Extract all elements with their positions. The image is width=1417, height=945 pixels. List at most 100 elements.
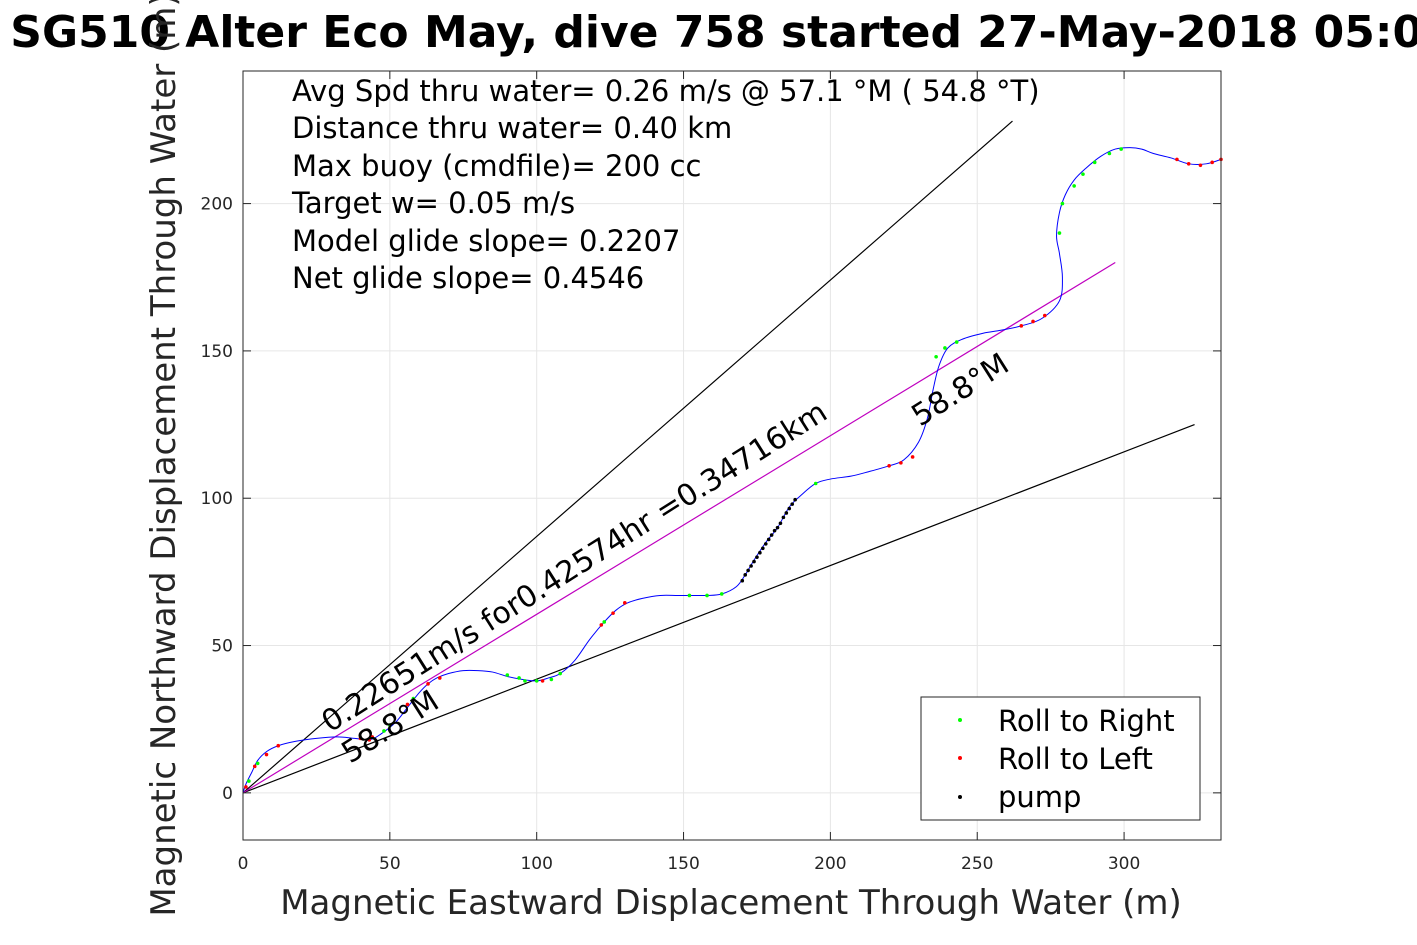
roll-right-marker xyxy=(954,340,959,344)
pump-marker xyxy=(763,542,768,546)
pump-marker xyxy=(740,578,745,583)
roll-right-marker xyxy=(1057,231,1062,235)
roll-left-marker xyxy=(623,601,627,605)
lower-bound-line xyxy=(242,424,1195,794)
roll-right-marker xyxy=(1092,160,1097,165)
stats-block: Avg Spd thru water= 0.26 m/s @ 57.1 °M (… xyxy=(291,74,1040,295)
y-axis-label: Magnetic Northward Displacement Through … xyxy=(144,0,184,917)
pump-marker xyxy=(778,521,783,526)
y-tick-label: 200 xyxy=(201,195,233,215)
pump-marker xyxy=(769,533,774,537)
y-tick-label: 50 xyxy=(211,637,233,657)
stat-net-glide-slope: Net glide slope= 0.4546 xyxy=(292,261,644,295)
grid xyxy=(242,71,1221,840)
heading-line-line xyxy=(242,262,1116,794)
roll-left-marker xyxy=(599,623,604,627)
roll-right-marker xyxy=(505,673,510,677)
roll-left-marker xyxy=(1019,324,1024,328)
roll-left-marker xyxy=(540,679,545,683)
pump-marker xyxy=(772,528,777,533)
y-tick-label: 0 xyxy=(222,784,233,804)
roll-right-marker xyxy=(534,679,539,683)
roll-right-marker xyxy=(934,354,938,359)
pump-marker xyxy=(787,506,792,511)
roll-left-marker xyxy=(426,682,430,686)
marker-layer xyxy=(244,147,1223,789)
pump-marker xyxy=(752,559,756,564)
stat-distance: Distance thru water= 0.40 km xyxy=(292,111,732,145)
pump-marker xyxy=(793,497,797,502)
roll-left-marker xyxy=(1031,319,1035,324)
roll-right-marker xyxy=(719,592,724,596)
roll-right-marker xyxy=(382,729,386,733)
x-tick-label: 100 xyxy=(520,854,552,874)
roll-left-marker xyxy=(264,752,269,757)
roll-left-marker xyxy=(1186,162,1191,166)
pump-marker xyxy=(761,546,765,551)
stat-target-w: Target w= 0.05 m/s xyxy=(291,186,575,220)
roll-left-marker xyxy=(405,702,410,707)
roll-left-marker xyxy=(437,676,442,680)
pump-marker xyxy=(755,555,759,559)
legend-label-pump: pump xyxy=(998,780,1081,814)
stat-max-buoy: Max buoy (cmdfile)= 200 cc xyxy=(292,149,701,183)
roll-right-marker xyxy=(523,679,527,683)
x-axis-label: Magnetic Eastward Displacement Through W… xyxy=(280,883,1182,923)
roll-left-marker xyxy=(910,455,915,459)
pump-marker xyxy=(749,564,753,568)
roll-right-marker xyxy=(943,346,947,350)
pump-marker xyxy=(790,502,795,506)
x-tick-label: 300 xyxy=(1108,854,1140,874)
roll-left-marker xyxy=(1175,157,1179,162)
y-tick-label: 100 xyxy=(201,489,233,509)
roll-right-marker xyxy=(517,676,521,680)
pump-marker xyxy=(784,511,789,515)
pump-marker xyxy=(758,550,762,555)
roll-left-marker xyxy=(358,736,363,741)
axes-box xyxy=(242,70,1222,841)
roll-right-marker xyxy=(1072,184,1076,188)
roll-left-marker xyxy=(1210,160,1214,165)
roll-left-marker xyxy=(887,464,891,468)
roll-right-marker xyxy=(1081,172,1085,176)
roll-right-marker xyxy=(687,593,692,598)
x-tick-label: 200 xyxy=(814,854,846,874)
x-tick-label: 150 xyxy=(667,854,699,874)
roll-right-marker xyxy=(602,620,607,624)
tick-layer: 0 50 100 150 200 250 300 0 50 100 150 200 xyxy=(201,71,1221,874)
roll-left-marker xyxy=(1042,313,1047,318)
roll-left-marker xyxy=(1198,163,1203,168)
y-tick-label: 150 xyxy=(201,342,233,362)
roll-left-marker xyxy=(367,738,372,742)
roll-right-marker xyxy=(388,723,392,727)
roll-right-marker xyxy=(813,481,818,486)
stat-avg-speed: Avg Spd thru water= 0.26 m/s @ 57.1 °M (… xyxy=(292,74,1040,108)
legend-marker-pump xyxy=(958,795,962,799)
legend-label-roll-left: Roll to Left xyxy=(998,742,1153,776)
legend-box xyxy=(920,696,1201,821)
legend-marker-roll-left xyxy=(958,756,962,760)
roll-right-marker xyxy=(1119,147,1123,151)
pump-marker xyxy=(766,537,771,542)
roll-right-marker xyxy=(247,779,251,783)
x-tick-label: 50 xyxy=(379,854,401,874)
roll-left-marker xyxy=(244,785,248,789)
roll-right-marker xyxy=(705,593,709,598)
roll-left-marker xyxy=(611,611,615,615)
pump-marker xyxy=(775,525,780,530)
pump-marker xyxy=(743,573,748,577)
roll-right-marker xyxy=(411,696,416,701)
roll-left-marker xyxy=(899,461,903,465)
roll-left-marker xyxy=(276,743,281,748)
roll-right-marker xyxy=(1060,201,1065,206)
roll-right-marker xyxy=(549,677,554,682)
roll-right-marker xyxy=(255,761,260,766)
roll-right-marker xyxy=(558,671,562,676)
legend-marker-roll-right xyxy=(958,718,962,722)
legend: Roll to Right Roll to Left pump xyxy=(920,696,1201,821)
legend-label-roll-right: Roll to Right xyxy=(998,704,1175,738)
upper-bound-line xyxy=(242,120,1013,794)
x-tick-label: 250 xyxy=(961,854,993,874)
stat-model-glide-slope: Model glide slope= 0.2207 xyxy=(292,224,680,258)
